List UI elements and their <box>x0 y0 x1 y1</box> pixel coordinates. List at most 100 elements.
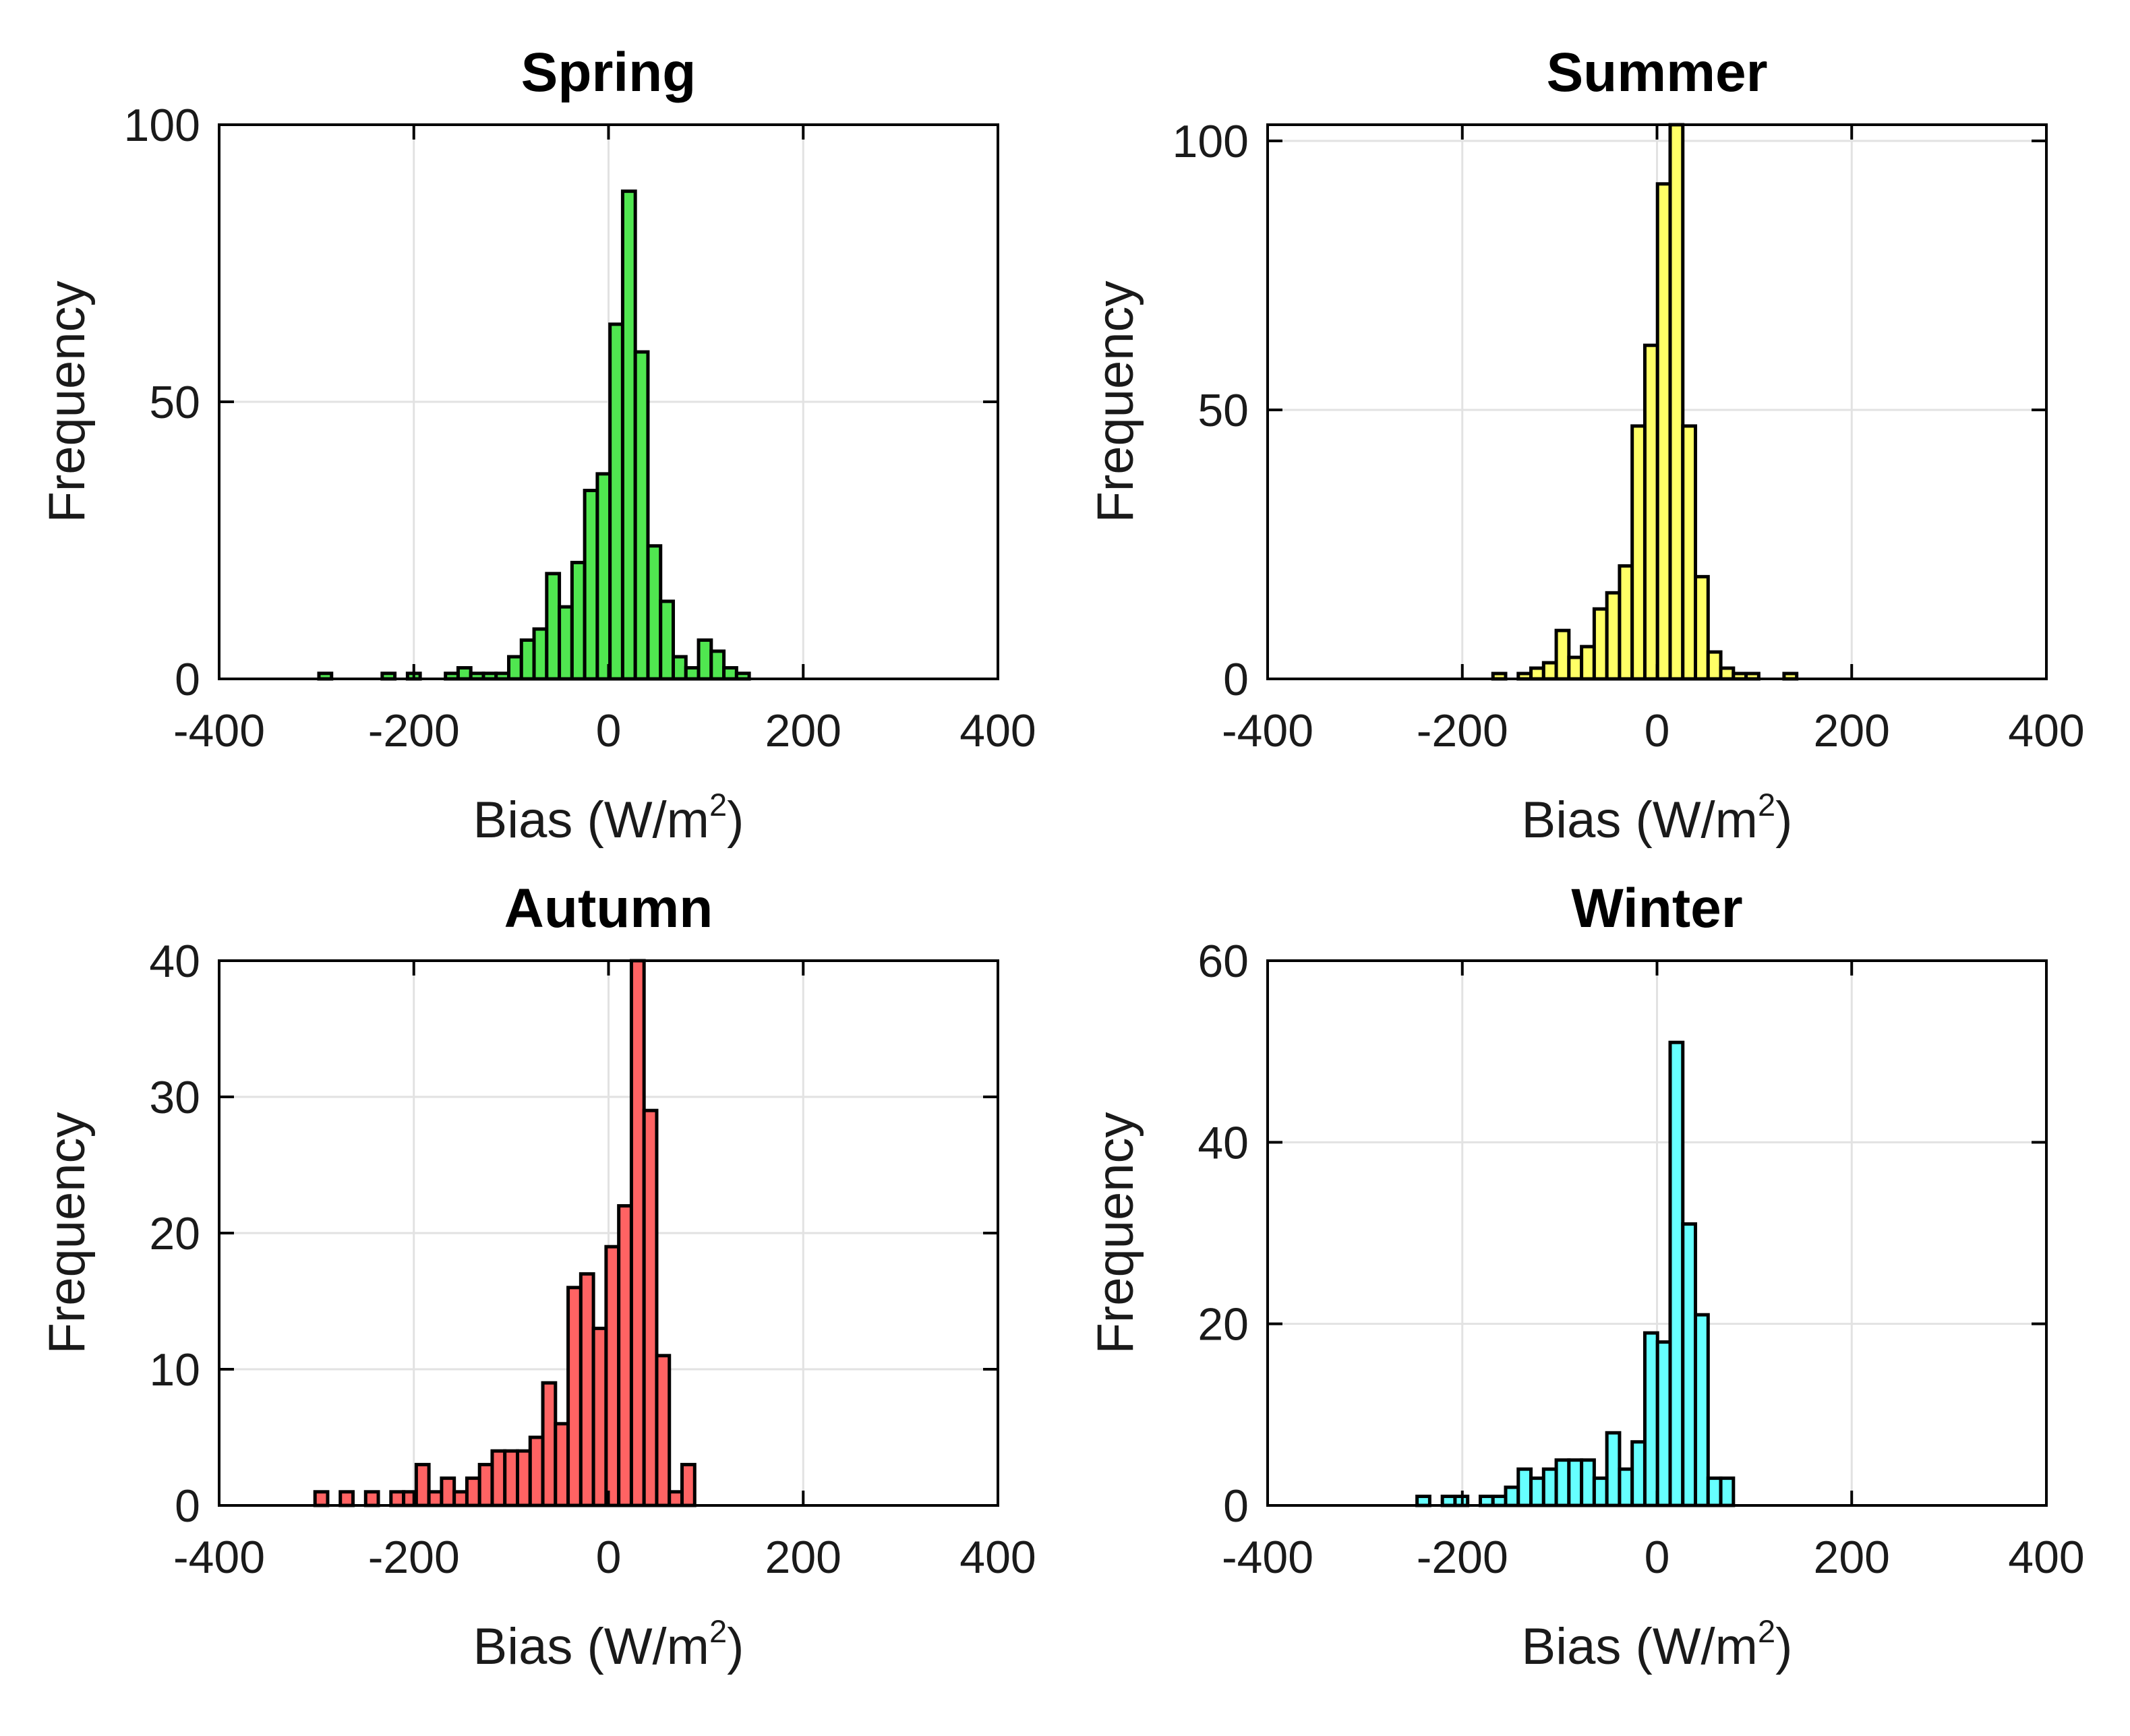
histogram-bar <box>697 638 713 681</box>
x-tick-label: -400 <box>173 705 265 756</box>
histogram-bar <box>507 655 523 681</box>
histogram-bar <box>456 666 473 681</box>
histogram-bar <box>519 638 536 681</box>
histogram-bar <box>608 322 624 681</box>
y-tick-label: 100 <box>124 100 200 151</box>
histogram-bar <box>477 1462 494 1507</box>
histogram-bar <box>1580 645 1596 681</box>
x-tick-label: -200 <box>1417 705 1508 756</box>
histogram-bar <box>1630 424 1647 681</box>
x-axis-label: Bias (W/m2) <box>473 787 744 849</box>
x-axis-label: Bias (W/m2) <box>1522 787 1793 849</box>
histogram-bar <box>1681 1222 1698 1507</box>
histogram-bar <box>1668 123 1685 681</box>
histogram-bar <box>1567 1458 1584 1507</box>
y-tick-label: 40 <box>149 936 200 987</box>
x-tick-label: 0 <box>1645 1532 1670 1583</box>
histogram-bar <box>414 1462 431 1507</box>
winter-title: Winter <box>1571 878 1742 939</box>
histogram-bar <box>1541 1467 1558 1507</box>
y-tick-label: 20 <box>1197 1299 1249 1350</box>
y-axis-label: Frequency <box>38 1112 96 1354</box>
y-axis-label: Frequency <box>1087 1112 1144 1354</box>
histogram-bar <box>668 1490 684 1507</box>
subplot-winter: -400 -200 0 200 400 0 20 40 60 Winter Bias (W/m2) F… <box>1087 878 2085 1675</box>
x-tick-label: 200 <box>765 705 841 756</box>
histogram-bar <box>1681 424 1698 681</box>
histogram-bar <box>591 1326 608 1507</box>
histogram-bar <box>1719 666 1736 681</box>
histogram-bar <box>1440 1495 1457 1507</box>
histogram-bar <box>595 472 612 681</box>
subplot-autumn: -400 -200 0 200 400 0 10 20 30 40 Autumn Bias (W/m2… <box>38 878 1036 1675</box>
histogram-bar <box>1605 1431 1622 1507</box>
histogram-bar <box>465 1476 481 1507</box>
histogram-bar <box>604 1245 621 1507</box>
histogram-bar <box>1694 574 1710 681</box>
histogram-bar <box>1655 1340 1672 1507</box>
tick-marks <box>1266 125 2048 680</box>
y-axis-label: Frequency <box>38 280 96 522</box>
histogram-bar <box>629 959 646 1507</box>
histogram-bar <box>566 1286 583 1507</box>
histogram-bar <box>1643 343 1659 681</box>
x-tick-label: 400 <box>2008 1532 2084 1583</box>
histogram-bar <box>558 605 574 681</box>
subplot-summer: -400 -200 0 200 400 0 50 100 Summer Bias (W/m2) Fr… <box>1087 42 2085 849</box>
histogram-bar <box>1541 661 1558 681</box>
histogram-bar <box>516 1449 532 1507</box>
tick-marks <box>218 959 999 1507</box>
x-tick-label: 200 <box>765 1532 841 1583</box>
histogram-bar <box>1491 1495 1508 1507</box>
histogram-bar <box>1529 666 1545 681</box>
histogram-bar <box>1554 1458 1571 1507</box>
histogram-bar <box>503 1449 520 1507</box>
histogram-bar <box>1618 564 1634 681</box>
histogram-bar <box>1706 650 1723 681</box>
y-tick-label: 10 <box>149 1344 200 1396</box>
histogram-bar <box>528 1435 545 1507</box>
histogram-bar <box>646 544 663 681</box>
histogram-bar <box>452 1490 469 1507</box>
x-tick-label: -200 <box>368 1532 460 1583</box>
histogram-bar <box>1504 1485 1520 1507</box>
x-tick-label: 200 <box>1814 1532 1890 1583</box>
y-tick-label: 40 <box>1197 1117 1249 1168</box>
tick-marks <box>1266 959 2048 1507</box>
histogram-bar <box>389 1490 406 1507</box>
histogram-bar <box>620 189 637 681</box>
histogram-bar <box>1529 1476 1545 1507</box>
histogram-bar <box>617 1204 633 1507</box>
histogram-bar <box>1668 1040 1685 1507</box>
histogram-bar <box>570 560 587 681</box>
x-tick-label: 400 <box>2008 705 2084 756</box>
y-axis-label: Frequency <box>1087 280 1144 522</box>
y-tick-label: 50 <box>149 377 200 428</box>
x-tick-label: 0 <box>1645 705 1670 756</box>
histogram-bar <box>1592 1476 1609 1507</box>
x-tick-label: 400 <box>959 705 1036 756</box>
tick-marks <box>218 123 999 680</box>
autumn-title: Autumn <box>504 878 713 939</box>
histogram-bar <box>490 1449 507 1507</box>
x-tick-label: -200 <box>1417 1532 1508 1583</box>
histogram-bar <box>440 1476 456 1507</box>
x-tick-label: -400 <box>1222 705 1313 756</box>
histogram-bar <box>1655 182 1672 681</box>
histogram-bar <box>1719 1476 1736 1507</box>
x-tick-label: -200 <box>368 705 460 756</box>
histogram-bar <box>1516 1467 1533 1507</box>
histogram-bar <box>1643 1331 1659 1507</box>
y-tick-label: 30 <box>149 1072 200 1123</box>
histogram-bar <box>1478 1495 1495 1507</box>
histogram-bar <box>680 1462 697 1507</box>
x-tick-label: 400 <box>959 1532 1036 1583</box>
x-tick-label: -400 <box>1222 1532 1313 1583</box>
histogram-bar <box>709 649 726 681</box>
histogram-bar <box>1630 1440 1647 1507</box>
x-tick-label: -400 <box>173 1532 265 1583</box>
x-tick-label: 200 <box>1814 705 1890 756</box>
y-tick-label: 0 <box>1223 654 1249 705</box>
